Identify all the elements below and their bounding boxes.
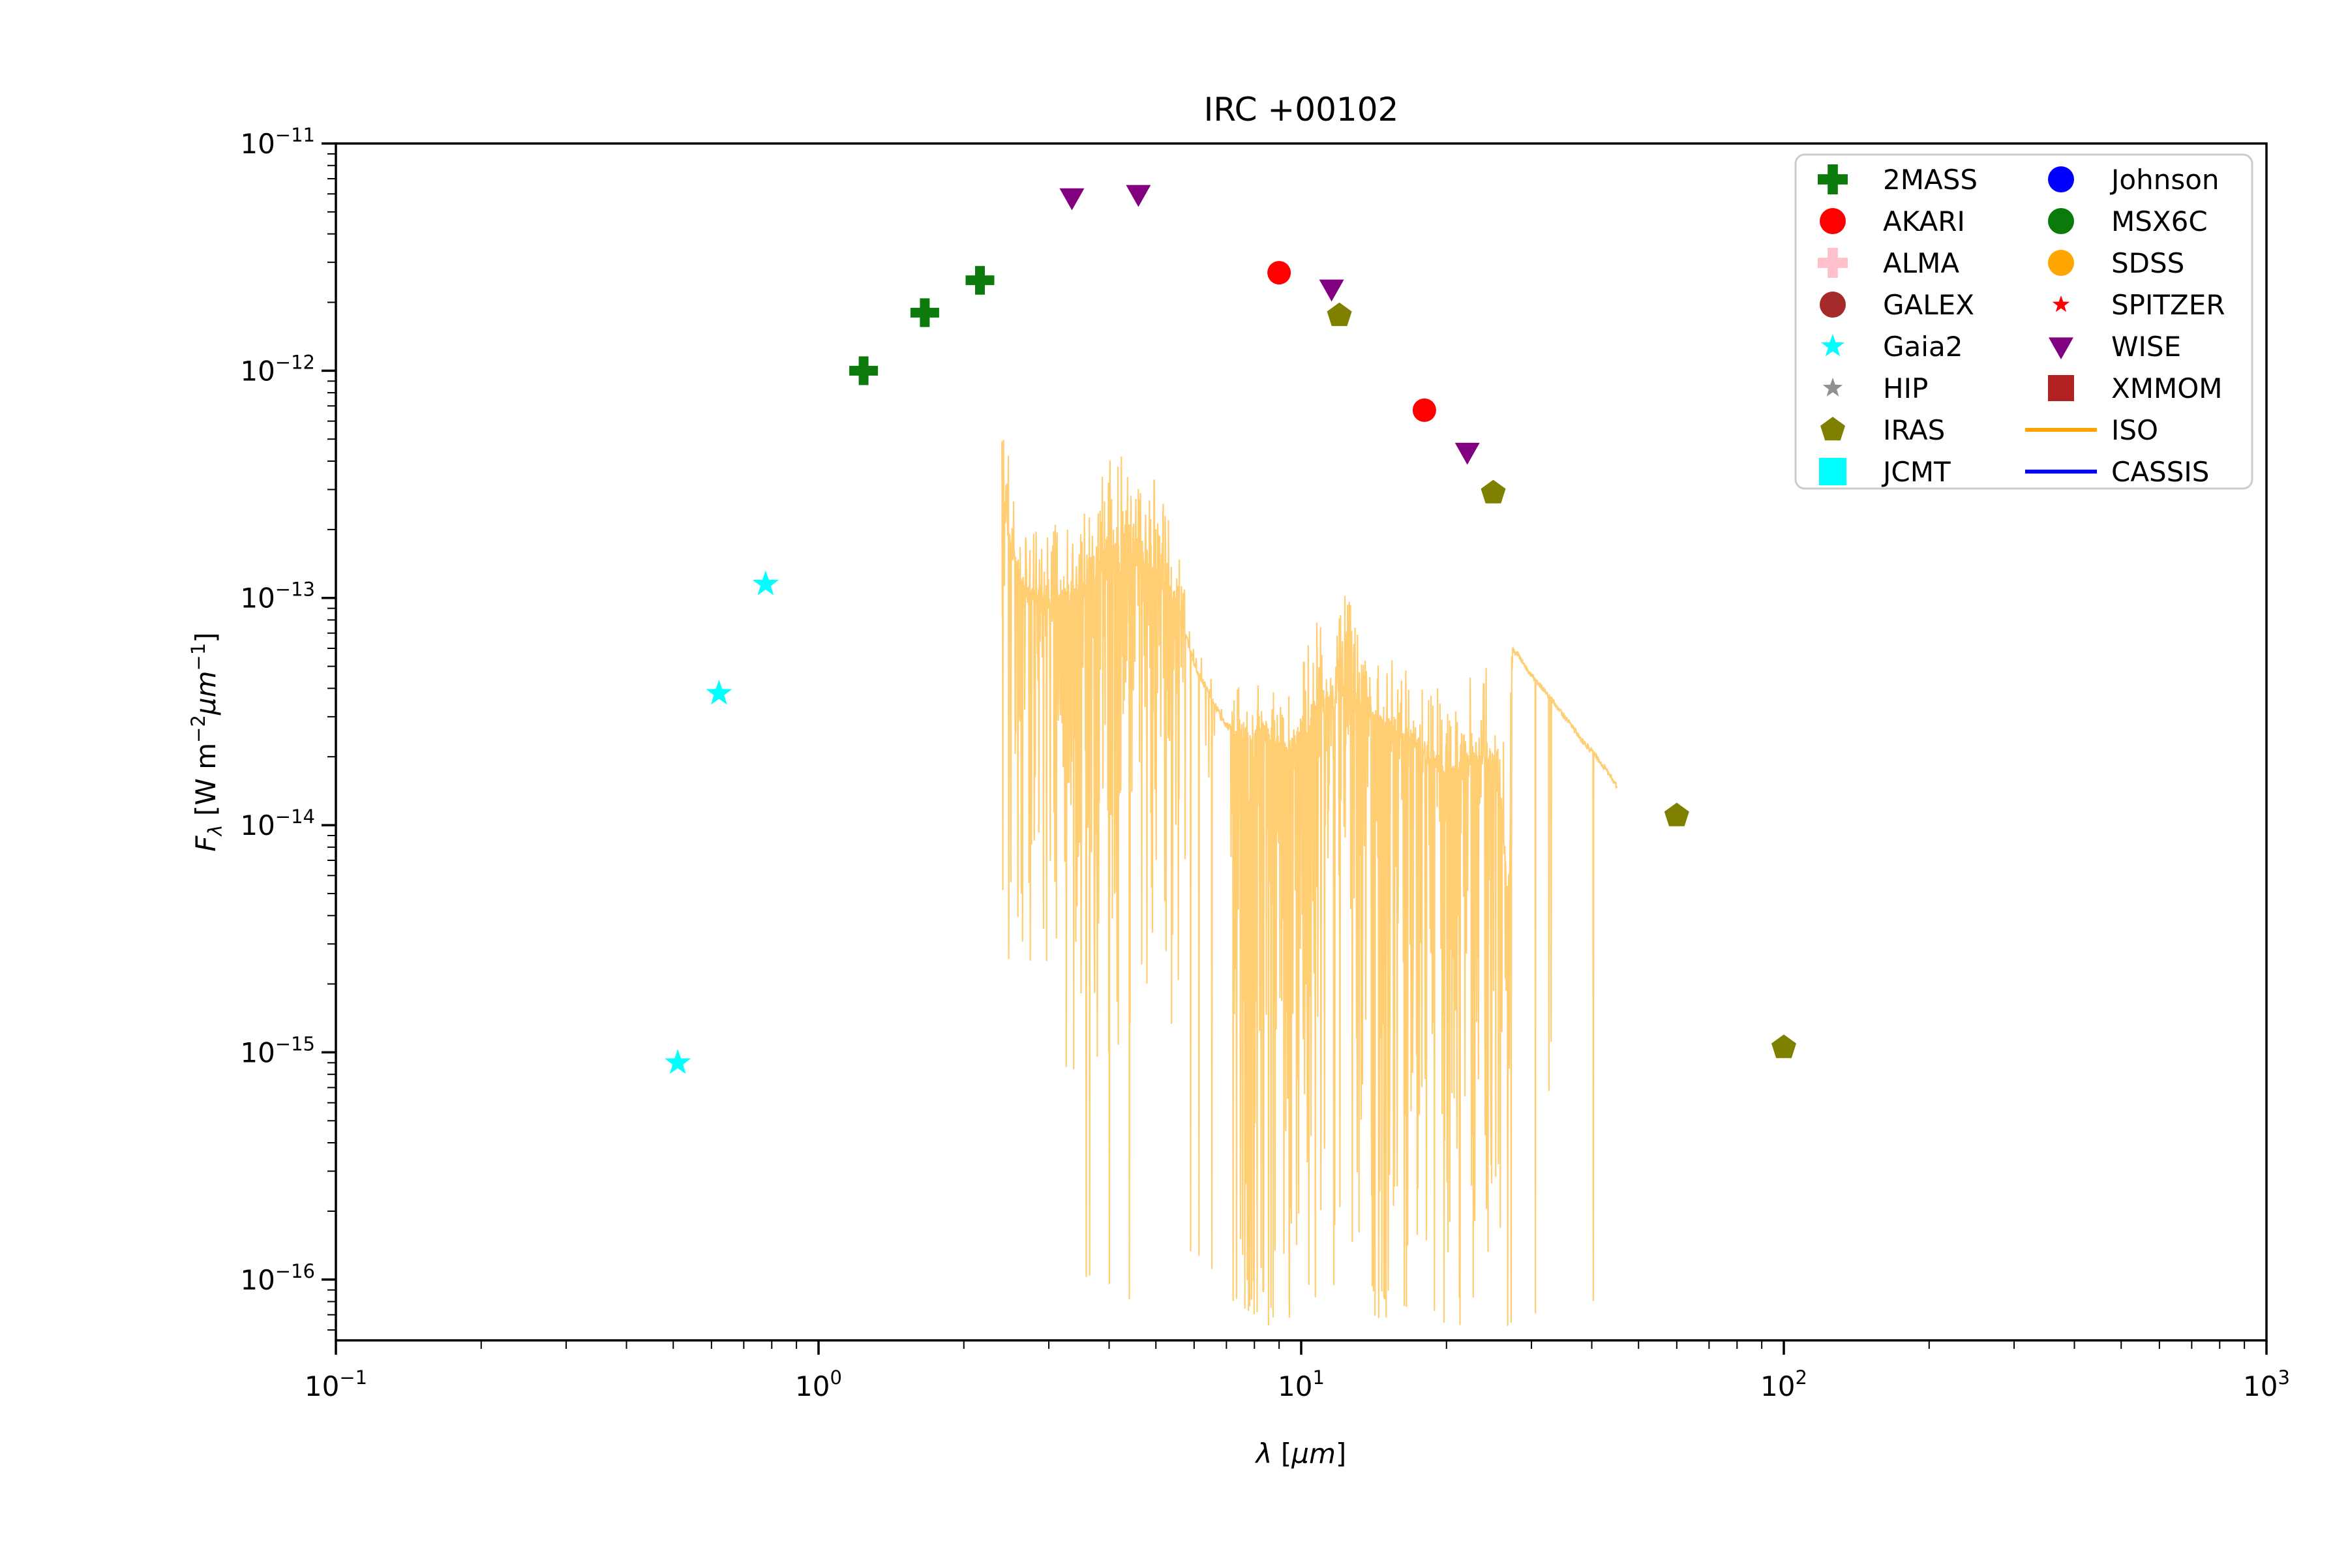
legend-entry-wise: WISE	[2111, 331, 2181, 363]
legend-marker-wise-icon	[2049, 337, 2073, 359]
legend-marker-msx6c-icon	[2048, 208, 2074, 234]
legend-entry-iso: ISO	[2111, 414, 2158, 446]
legend-marker-spitzer-icon	[2052, 295, 2070, 312]
x-tick-label: 103	[2243, 1366, 2290, 1402]
data-point-gaia2-2	[752, 570, 779, 596]
data-point-wise-0	[1059, 188, 1085, 211]
data-point-2mass-2	[965, 265, 995, 295]
y-axis-label: Fλ [W m−2μm−1]	[187, 632, 226, 851]
data-point-iras-1	[1481, 479, 1506, 504]
legend-marker-hip-icon	[1822, 378, 1843, 397]
y-tick-label: 10−13	[240, 579, 315, 614]
y-tick-label: 10−11	[240, 124, 315, 160]
legend-entry-msx6c: MSX6C	[2111, 205, 2208, 237]
data-point-wise-1	[1126, 185, 1151, 207]
legend-marker-johnson-icon	[2048, 166, 2074, 192]
legend-marker-gaia2-icon	[1820, 334, 1845, 357]
y-tick-label: 10−15	[240, 1033, 315, 1068]
legend-entry-cassis: CASSIS	[2111, 456, 2209, 488]
x-axis-label: λ [μm]	[1255, 1438, 1347, 1470]
legend-entry-johnson: Johnson	[2109, 164, 2220, 196]
legend-marker-jcmt-icon	[1819, 458, 1846, 485]
data-point-wise-2	[1319, 279, 1344, 302]
x-tick-label: 101	[1278, 1366, 1325, 1402]
legend-entry-xmmom: XMMOM	[2111, 372, 2223, 404]
legend-entry-hip: HIP	[1883, 372, 1928, 404]
legend-marker-akari-icon	[1820, 208, 1846, 234]
legend-entry-galex: GALEX	[1883, 289, 1974, 321]
legend-marker-sdss-icon	[2048, 250, 2074, 276]
legend-entry-2mass: 2MASS	[1883, 164, 1978, 196]
legend-entry-spitzer: SPITZER	[2111, 289, 2225, 321]
data-point-2mass-1	[910, 298, 939, 327]
data-point-gaia2-0	[665, 1049, 691, 1074]
legend-entry-iras: IRAS	[1883, 414, 1945, 446]
legend-entry-alma: ALMA	[1883, 247, 1959, 279]
legend-marker-iras-icon	[1820, 417, 1845, 441]
x-tick-label: 10−1	[305, 1366, 367, 1402]
data-point-iras-2	[1664, 802, 1689, 826]
legend-entry-sdss: SDSS	[2111, 247, 2184, 279]
legend-marker-alma-icon	[1818, 248, 1848, 278]
legend	[1794, 153, 2253, 490]
data-point-gaia2-1	[706, 680, 732, 705]
legend-marker-xmmom-icon	[2048, 375, 2074, 401]
data-point-iras-0	[1327, 302, 1352, 326]
data-point-iras-3	[1771, 1034, 1796, 1059]
data-point-wise-3	[1454, 442, 1480, 465]
chart-title: IRC +00102	[1204, 91, 1399, 128]
legend-marker-galex-icon	[1820, 292, 1846, 318]
data-point-2mass-0	[849, 356, 879, 385]
y-tick-label: 10−16	[240, 1260, 315, 1296]
data-point-akari-1	[1412, 398, 1436, 422]
legend-marker-2mass-icon	[1818, 164, 1848, 194]
legend-entry-gaia2: Gaia2	[1883, 331, 1963, 363]
iso-spectrum-line	[1001, 440, 1618, 1326]
legend-entry-akari: AKARI	[1883, 205, 1965, 237]
y-tick-label: 10−14	[240, 806, 315, 841]
x-tick-label: 102	[1760, 1366, 1807, 1402]
x-tick-label: 100	[795, 1366, 842, 1402]
legend-entry-jcmt: JCMT	[1881, 456, 1951, 488]
data-point-akari-0	[1267, 261, 1291, 285]
y-tick-label: 10−12	[240, 351, 315, 387]
